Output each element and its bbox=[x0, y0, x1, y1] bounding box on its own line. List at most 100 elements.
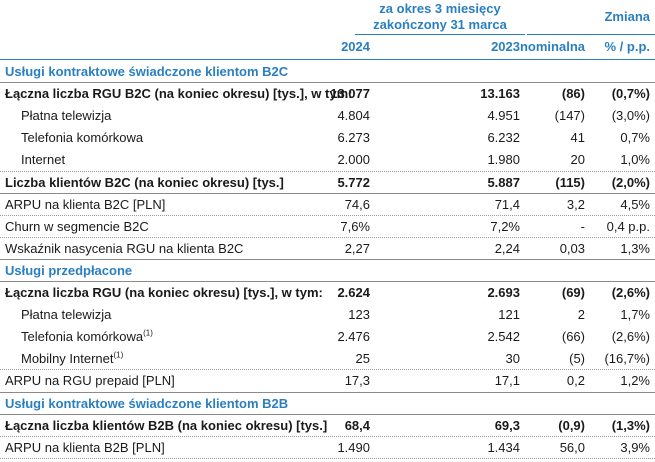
value-nominal-change: 0,03 bbox=[559, 240, 585, 256]
table-row: Churn w segmencie B2C 7,6% 7,2% - 0,4 p.p. bbox=[0, 216, 655, 238]
value-nominal-change: (66) bbox=[561, 329, 585, 345]
row-label-text: ARPU na klienta B2B [PLN] bbox=[5, 439, 165, 455]
footnote-marker: (1) bbox=[113, 350, 124, 360]
col-pct-header: % / p.p. bbox=[604, 39, 651, 54]
row-divider bbox=[0, 391, 655, 393]
value-nominal-change: 3,2 bbox=[566, 196, 585, 212]
value-2024: 2.476 bbox=[337, 329, 370, 345]
row-label: Telefonia komórkowa bbox=[21, 127, 143, 149]
value-pct-change: (2,6%) bbox=[611, 285, 650, 300]
table-row: Telefonia komórkowa 6.273 6.232 41 0,7% bbox=[0, 127, 655, 149]
value-2024: 17,3 bbox=[344, 373, 370, 389]
row-divider bbox=[0, 192, 655, 194]
row-divider bbox=[0, 236, 655, 238]
value-nominal-change: 20 bbox=[570, 152, 585, 168]
value-nominal-change: (0,9) bbox=[558, 417, 585, 433]
row-divider bbox=[0, 281, 655, 282]
row-label-text: Telefonia komórkowa bbox=[21, 329, 144, 345]
section-title: Usługi przedpłacone bbox=[5, 260, 132, 282]
value-2023: 17,1 bbox=[494, 373, 520, 389]
row-label-text: Wskaźnik nasycenia RGU na klienta B2C bbox=[5, 240, 244, 256]
row-divider bbox=[0, 413, 655, 415]
row-label: Liczba klientów B2C (na koniec okresu) [… bbox=[5, 172, 284, 194]
value-pct-change: 0,4 p.p. bbox=[606, 218, 650, 234]
value-nominal-change: 41 bbox=[570, 130, 585, 146]
col-2023-header: 2023 bbox=[491, 39, 520, 54]
row-label: ARPU na klienta B2C [PLN] bbox=[5, 194, 165, 216]
table-row: Internet 2.000 1.980 20 1,0% bbox=[0, 149, 655, 171]
value-pct-change: (2,0%) bbox=[611, 174, 650, 190]
value-nominal-change: (5) bbox=[569, 351, 585, 367]
section-header-row: Usługi przedpłacone bbox=[0, 260, 655, 282]
table-row: Łączna liczba klientów B2B (na koniec ok… bbox=[0, 415, 655, 437]
value-2023: 5.887 bbox=[487, 174, 520, 190]
change-header: Zmiana bbox=[604, 9, 650, 24]
value-2024: 4.804 bbox=[337, 108, 370, 124]
value-2024: 5.772 bbox=[337, 174, 370, 190]
value-2023: 1.980 bbox=[487, 152, 520, 168]
value-pct-change: (2,6%) bbox=[611, 329, 650, 345]
row-label: Płatna telewizja bbox=[21, 304, 111, 326]
value-pct-change: 1,0% bbox=[620, 152, 650, 168]
row-divider bbox=[0, 214, 655, 216]
table-row: Liczba klientów B2C (na koniec okresu) [… bbox=[0, 172, 655, 194]
value-2023: 4.951 bbox=[487, 108, 520, 124]
value-pct-change: 0,7% bbox=[620, 130, 650, 146]
row-label-text: Łączna liczba RGU B2C (na koniec okresu)… bbox=[5, 86, 353, 102]
value-nominal-change: 0,2 bbox=[566, 373, 585, 389]
row-label: ARPU na klienta B2B [PLN] bbox=[5, 437, 165, 459]
section-title: Usługi kontraktowe świadczone klientom B… bbox=[5, 393, 288, 415]
header-rule-change bbox=[527, 34, 655, 35]
row-divider bbox=[0, 170, 655, 172]
table-row: Mobilny Internet(1) 25 30 (5) (16,7%) bbox=[0, 348, 655, 370]
row-label-text: Churn w segmencie B2C bbox=[5, 218, 149, 234]
value-2024: 7,6% bbox=[340, 218, 370, 234]
value-2023: 69,3 bbox=[494, 417, 520, 433]
row-label-text: Telefonia komórkowa bbox=[21, 130, 144, 146]
column-header-row: 2024 2023 nominalna % / p.p. bbox=[0, 36, 655, 58]
row-label-text: Łączna liczba RGU (na koniec okresu) [ty… bbox=[5, 285, 323, 300]
row-label: Łączna liczba RGU B2C (na koniec okresu)… bbox=[5, 83, 352, 105]
row-label-text: Usługi kontraktowe świadczone klientom B… bbox=[5, 395, 289, 411]
row-label-text: Usługi kontraktowe świadczone klientom B… bbox=[5, 64, 289, 79]
period-header-line2: zakończony 31 marca bbox=[373, 17, 507, 32]
row-label-text: Łączna liczba klientów B2B (na koniec ok… bbox=[5, 417, 328, 433]
row-label-text: Usługi przedpłacone bbox=[5, 262, 133, 278]
row-label: ARPU na RGU prepaid [PLN] bbox=[5, 370, 175, 392]
value-2024: 1.490 bbox=[337, 439, 370, 455]
table-row: Płatna telewizja 123 121 2 1,7% bbox=[0, 304, 655, 326]
value-2023: 2,24 bbox=[494, 240, 520, 256]
value-2024: 13.077 bbox=[330, 86, 370, 102]
row-label: Płatna telewizja bbox=[21, 105, 111, 127]
value-pct-change: (16,7%) bbox=[604, 351, 650, 367]
value-2023: 71,4 bbox=[494, 196, 520, 212]
row-label-text: Mobilny Internet bbox=[21, 351, 114, 367]
value-2023: 13.163 bbox=[480, 86, 520, 102]
value-2024: 2,27 bbox=[344, 240, 370, 256]
col-2024-header: 2024 bbox=[341, 39, 370, 54]
row-label-text: ARPU na klienta B2C [PLN] bbox=[5, 196, 166, 212]
value-2023: 2.693 bbox=[487, 285, 520, 300]
section-header-row: Usługi kontraktowe świadczone klientom B… bbox=[0, 393, 655, 415]
value-2024: 6.273 bbox=[337, 130, 370, 146]
row-label-text: Płatna telewizja bbox=[21, 108, 112, 124]
value-2023: 121 bbox=[498, 307, 520, 323]
row-label-text: Płatna telewizja bbox=[21, 307, 112, 323]
row-label-text: Internet bbox=[21, 152, 66, 168]
value-2023: 30 bbox=[505, 351, 520, 367]
row-divider bbox=[0, 258, 655, 260]
section-header-row: Usługi kontraktowe świadczone klientom B… bbox=[0, 61, 655, 83]
value-pct-change: 1,2% bbox=[620, 373, 650, 389]
row-divider bbox=[0, 435, 655, 437]
table-row: ARPU na klienta B2C [PLN] 74,6 71,4 3,2 4,5% bbox=[0, 194, 655, 216]
value-2024: 25 bbox=[355, 351, 370, 367]
row-label-text: Liczba klientów B2C (na koniec okresu) [… bbox=[5, 174, 284, 190]
row-label: Internet bbox=[21, 149, 65, 171]
table-row: Łączna liczba RGU B2C (na koniec okresu)… bbox=[0, 83, 655, 105]
value-nominal-change: - bbox=[580, 218, 585, 234]
value-2024: 2.624 bbox=[337, 285, 370, 300]
table-row: Płatna telewizja 4.804 4.951 (147) (3,0%) bbox=[0, 105, 655, 127]
value-pct-change: (1,3%) bbox=[611, 417, 650, 433]
value-2024: 2.000 bbox=[337, 152, 370, 168]
value-nominal-change: (115) bbox=[555, 174, 585, 190]
